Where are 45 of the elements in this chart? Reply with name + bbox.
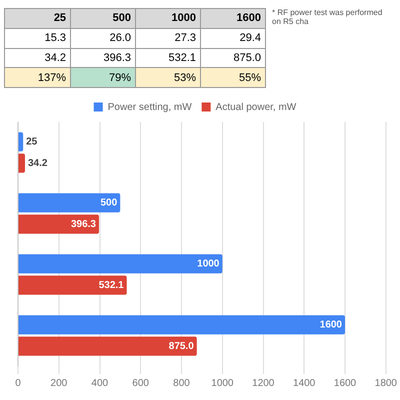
- x-tick-label: 0: [15, 378, 22, 389]
- x-tick-label: 1600: [334, 378, 357, 389]
- data-label: 53%: [136, 68, 200, 88]
- category-label: 1600: [200, 8, 266, 28]
- bar: [18, 214, 99, 234]
- text: * RF power test was performed on R5 cha: [272, 8, 384, 28]
- bar: [18, 154, 25, 173]
- data-label: 1600: [320, 320, 342, 331]
- x-tick-label: 1800: [374, 378, 398, 389]
- data-label: 55%: [200, 68, 266, 88]
- category-label: 1000: [136, 8, 200, 28]
- data-label: 532.1: [98, 280, 124, 291]
- data-label: 1000: [197, 258, 220, 270]
- legend-label: Actual power, mW: [216, 102, 297, 113]
- bar: [18, 254, 222, 274]
- x-tick-label: 600: [132, 378, 150, 389]
- data-label: 34.2: [4, 48, 71, 68]
- bar: [18, 193, 120, 212]
- legend-label: Power setting, mW: [108, 102, 192, 113]
- data-label: 25: [26, 136, 38, 148]
- x-tick-label: 1400: [293, 378, 316, 389]
- data-label: 500: [100, 198, 118, 209]
- data-label: 15.3: [4, 28, 71, 48]
- bar: [18, 315, 345, 334]
- x-tick-label: 200: [50, 378, 68, 389]
- data-label: 29.4: [200, 28, 266, 48]
- data-label: 26.0: [70, 28, 136, 48]
- bar: [18, 132, 24, 152]
- data-label: 79%: [70, 68, 136, 88]
- bar: [18, 336, 197, 356]
- data-label: 396.3: [70, 48, 136, 68]
- category-label: 25: [4, 8, 71, 28]
- bar: [18, 276, 127, 295]
- data-label: 137%: [4, 68, 71, 88]
- data-label: 532.1: [136, 48, 200, 68]
- data-label: 34.2: [28, 158, 48, 169]
- data-label: 396.3: [70, 218, 96, 230]
- data-label: 875.0: [200, 48, 266, 68]
- data-label: 875.0: [168, 340, 194, 352]
- x-tick-label: 800: [173, 378, 190, 389]
- data-label: 27.3: [136, 28, 200, 48]
- x-tick-label: 1200: [252, 378, 275, 389]
- x-tick-label: 400: [91, 378, 109, 389]
- x-tick-label: 1000: [211, 378, 234, 389]
- category-label: 500: [70, 8, 136, 28]
